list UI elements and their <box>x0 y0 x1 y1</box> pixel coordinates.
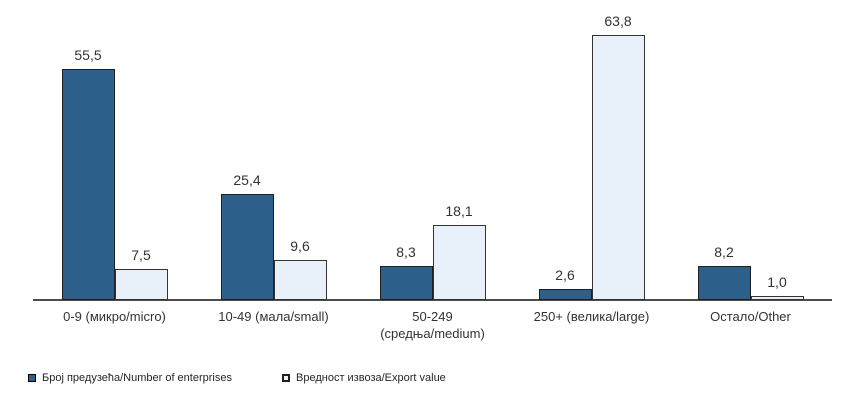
x-axis-line <box>33 299 832 301</box>
legend-label-export-value: Вредност извоза/Export value <box>296 372 446 384</box>
category-label-3: 250+ (велика/large) <box>533 309 650 324</box>
value-label-series1-cat2: 18,1 <box>445 203 473 219</box>
bar-series0-cat0 <box>61 69 115 300</box>
legend-swatch-light-square-icon <box>282 374 290 382</box>
value-label-series1-cat4: 1,0 <box>767 274 787 290</box>
bar-series0-cat1 <box>220 194 274 300</box>
category-label-1: 10-49 (мала/small) <box>218 309 329 324</box>
value-label-series0-cat1: 25,4 <box>233 172 261 188</box>
bar-series1-cat0 <box>114 269 168 300</box>
bar-series0-cat3 <box>538 289 592 300</box>
legend-label-number-of-enterprises: Број предузећа/Number of enterprises <box>42 372 232 384</box>
value-label-series0-cat3: 2,6 <box>555 267 575 283</box>
legend: Број предузећа/Number of enterprises Вре… <box>0 368 850 388</box>
category-label-2: 50-249 (средња/medium) <box>380 309 485 341</box>
category-label-4: Остало/Other <box>710 309 791 324</box>
value-label-series1-cat0: 7,5 <box>131 247 151 263</box>
bar-series1-cat1 <box>273 260 327 300</box>
value-label-series0-cat0: 55,5 <box>74 47 102 63</box>
value-label-series0-cat2: 8,3 <box>396 244 416 260</box>
legend-swatch-dark-square-icon <box>28 374 36 382</box>
legend-item-number-of-enterprises: Број предузећа/Number of enterprises <box>28 368 232 388</box>
bar-series1-cat4 <box>750 296 804 300</box>
value-label-series1-cat1: 9,6 <box>290 238 310 254</box>
value-label-series0-cat4: 8,2 <box>714 244 734 260</box>
bar-series1-cat2 <box>432 225 486 300</box>
legend-item-export-value: Вредност извоза/Export value <box>282 368 446 388</box>
category-label-0: 0-9 (микро/micro) <box>63 309 166 324</box>
bar-series0-cat4 <box>697 266 751 300</box>
bar-series0-cat2 <box>379 266 433 300</box>
bar-series1-cat3 <box>591 35 645 300</box>
value-label-series1-cat3: 63,8 <box>604 13 632 29</box>
